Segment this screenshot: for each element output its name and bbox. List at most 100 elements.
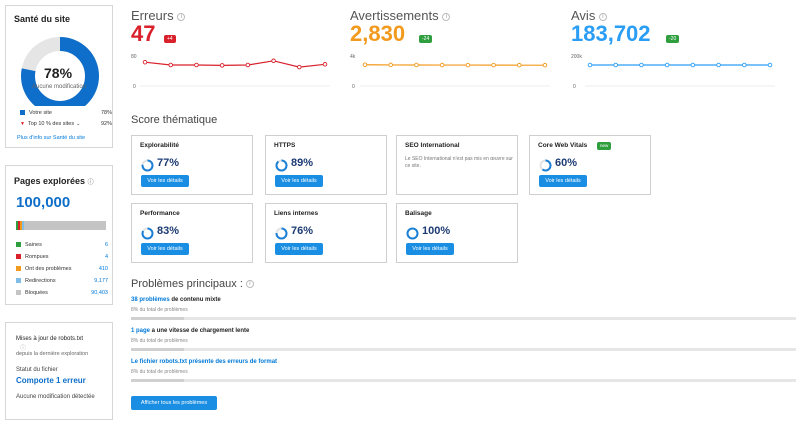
robots-no-change: Aucune modification détectée bbox=[16, 394, 95, 400]
sparkline-point[interactable] bbox=[297, 64, 302, 70]
issue-title: 1 page a une vitesse de chargement lente bbox=[131, 328, 249, 334]
sparkline-point[interactable] bbox=[587, 62, 593, 68]
sparkline-point[interactable] bbox=[767, 62, 773, 68]
issue-share-bar-fill bbox=[131, 317, 185, 320]
sparkline-point[interactable] bbox=[219, 63, 225, 68]
view-details-button[interactable]: Voir les détails bbox=[406, 243, 454, 255]
sparkline-point[interactable] bbox=[362, 62, 368, 68]
pages-legend-value[interactable]: 6 bbox=[104, 242, 108, 248]
crawled-pages-title: Pages explorées ⓘ bbox=[14, 176, 94, 186]
top-issues-title: Problèmes principaux : i bbox=[131, 278, 254, 290]
info-icon[interactable]: i bbox=[598, 12, 607, 21]
crawled-pages-card: Pages explorées ⓘ 100,000 Saines 6 Rompues… bbox=[5, 165, 113, 305]
info-icon[interactable]: i bbox=[442, 12, 451, 21]
score-tile-name: Explorabilité bbox=[140, 142, 180, 149]
errors-delta-badge: +4 bbox=[164, 35, 176, 43]
score-tile-name: HTTPS bbox=[274, 142, 296, 149]
errors-value[interactable]: 47 bbox=[131, 21, 156, 46]
sparkline-point[interactable] bbox=[491, 62, 496, 68]
sparkline-point[interactable] bbox=[194, 62, 199, 68]
sparkline-point[interactable] bbox=[271, 58, 276, 64]
site-health-more-link[interactable]: Plus d'info sur Santé du site bbox=[17, 135, 86, 141]
score-tile-name: Liens internes bbox=[274, 210, 319, 217]
score-tile: HTTPS 89% Voir les détails bbox=[265, 135, 387, 195]
warnings-value[interactable]: 2,830 bbox=[350, 21, 406, 46]
score-tile-name: Performance bbox=[140, 210, 180, 217]
sparkline-point[interactable] bbox=[142, 59, 148, 65]
score-tile-percent: 77% bbox=[157, 157, 180, 169]
view-details-button[interactable]: Voir les détails bbox=[141, 243, 189, 255]
score-ring bbox=[539, 159, 552, 172]
pages-legend-value[interactable]: 90,403 bbox=[91, 290, 108, 296]
issue-link[interactable]: 1 page bbox=[131, 328, 151, 334]
triangle-down-icon: ▼ bbox=[20, 121, 25, 127]
legend-square-icon bbox=[16, 278, 21, 283]
notices-axis-max: 200k bbox=[571, 54, 582, 60]
sparkline-point[interactable] bbox=[639, 62, 644, 68]
pages-legend-value[interactable]: 9,177 bbox=[94, 278, 108, 284]
info-icon[interactable]: ⓘ bbox=[20, 346, 27, 352]
errors-axis-min: 0 bbox=[133, 84, 136, 90]
legend-square-icon bbox=[16, 290, 21, 295]
warnings-label-text: Avertissements bbox=[350, 8, 439, 23]
score-tile-name: Balisage bbox=[405, 210, 432, 217]
legend-your-site-label: Votre site bbox=[29, 110, 52, 116]
sparkline-point[interactable] bbox=[465, 62, 471, 68]
show-all-issues-button[interactable]: Afficher tous les problèmes bbox=[131, 396, 217, 410]
view-details-button[interactable]: Voir les détails bbox=[141, 175, 189, 187]
sparkline-point[interactable] bbox=[322, 62, 328, 67]
notices-sparkline bbox=[585, 62, 775, 87]
score-ring-fill bbox=[141, 227, 154, 240]
legend-square-icon bbox=[16, 242, 21, 247]
sparkline-point[interactable] bbox=[414, 62, 419, 68]
chevron-down-icon[interactable]: ⌄ bbox=[76, 121, 81, 127]
pages-legend-value[interactable]: 410 bbox=[98, 266, 108, 272]
pages-legend-row[interactable]: Saines 6 bbox=[16, 242, 108, 248]
view-details-button[interactable]: Voir les détails bbox=[275, 243, 323, 255]
sparkline-point[interactable] bbox=[716, 62, 721, 68]
issue-title: 38 problèmes de contenu mixte bbox=[131, 297, 221, 303]
sparkline-point[interactable] bbox=[168, 62, 173, 68]
sparkline-point[interactable] bbox=[542, 62, 548, 68]
errors-label-text: Erreurs bbox=[131, 8, 174, 23]
score-tile: Explorabilité 77% Voir les détails bbox=[131, 135, 253, 195]
legend-top10[interactable]: ▼ Top 10 % des sites ⌄ 92% bbox=[20, 121, 112, 127]
sparkline-point[interactable] bbox=[742, 62, 747, 68]
issue-link[interactable]: 38 problèmes bbox=[131, 297, 170, 303]
site-health-title: Santé du site bbox=[14, 14, 71, 24]
pages-legend-row[interactable]: Bloquées 90,403 bbox=[16, 290, 108, 296]
info-icon[interactable]: i bbox=[245, 280, 254, 289]
pages-legend-label: Rompues bbox=[25, 254, 49, 260]
notices-value[interactable]: 183,702 bbox=[571, 21, 651, 46]
sparkline-point[interactable] bbox=[664, 62, 670, 68]
notices-delta-badge: -20 bbox=[666, 35, 680, 43]
thematic-score-title: Score thématique bbox=[131, 114, 218, 126]
sparkline-point[interactable] bbox=[388, 62, 393, 68]
pages-legend-value[interactable]: 4 bbox=[104, 254, 108, 260]
sparkline-point[interactable] bbox=[690, 62, 696, 68]
warnings-label: Avertissements i bbox=[350, 8, 451, 23]
pages-legend-row[interactable]: Ont des problèmes 410 bbox=[16, 266, 108, 272]
crawled-pages-total[interactable]: 100,000 bbox=[16, 194, 71, 211]
info-icon[interactable]: ⓘ bbox=[87, 180, 94, 186]
score-ring-fill bbox=[141, 159, 154, 172]
view-details-button[interactable]: Voir les détails bbox=[275, 175, 323, 187]
sparkline-point[interactable] bbox=[245, 62, 251, 68]
score-tile-name: SEO International bbox=[405, 142, 460, 149]
issue-link[interactable]: Le fichier robots.txt présente des erreu… bbox=[131, 359, 278, 365]
warnings-axis-min: 0 bbox=[352, 84, 355, 90]
notices-label: Avis i bbox=[571, 8, 607, 23]
sparkline-point[interactable] bbox=[439, 62, 445, 68]
sparkline-point[interactable] bbox=[517, 62, 522, 68]
sparkline-point[interactable] bbox=[613, 62, 618, 68]
robots-status-value[interactable]: Comporte 1 erreur bbox=[16, 376, 86, 385]
view-details-button[interactable]: Voir les détails bbox=[539, 175, 587, 187]
errors-label: Erreurs i bbox=[131, 8, 186, 23]
legend-square-icon bbox=[16, 254, 21, 259]
score-ring bbox=[141, 159, 154, 172]
pages-legend-row[interactable]: Redirections 9,177 bbox=[16, 278, 108, 284]
pages-legend-row[interactable]: Rompues 4 bbox=[16, 254, 108, 260]
info-icon[interactable]: i bbox=[177, 12, 186, 21]
legend-square-icon bbox=[20, 110, 25, 115]
legend-top10-value: 92% bbox=[100, 121, 112, 127]
